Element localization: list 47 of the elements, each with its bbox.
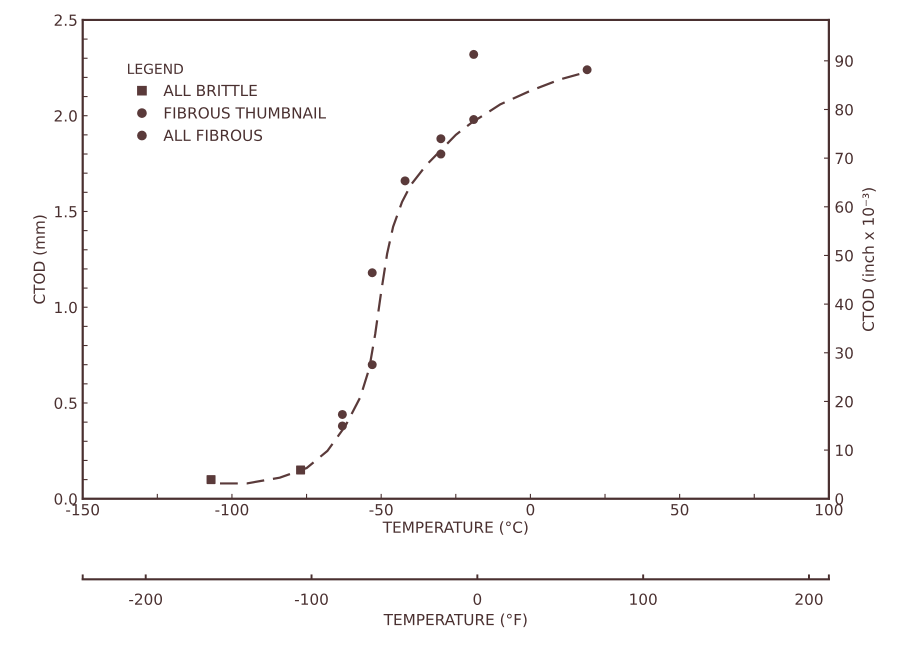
x-tick-label: 100: [816, 504, 842, 516]
point: [582, 65, 592, 74]
y2-tick-label: 0: [835, 493, 844, 505]
y-axis-title: CTOD (mm): [33, 215, 47, 304]
point: [436, 150, 446, 159]
y-tick-label: 0.0: [54, 493, 77, 505]
x2-tick-label: 200: [796, 593, 823, 606]
point: [296, 466, 306, 475]
legend-label: ALL FIBROUS: [163, 130, 262, 142]
y-tick-label: 1.5: [55, 206, 77, 218]
y-tick-label: 1.0: [55, 302, 77, 314]
y2-axis-title: CTOD (inch x 10⁻³): [862, 188, 876, 331]
point: [338, 421, 347, 430]
legend-label: FIBROUS THUMBNAIL: [164, 107, 326, 119]
y2-tick-label: 50: [836, 250, 853, 262]
y2-tick-label: 30: [836, 347, 853, 359]
point: [368, 268, 377, 278]
point: [436, 134, 446, 144]
x-tick-label: -50: [369, 504, 393, 516]
x2-tick-label: 0: [473, 593, 482, 606]
x2-tick-label: -200: [129, 593, 162, 606]
y2-tick-label: 60: [836, 201, 853, 213]
point: [338, 410, 347, 419]
point: [400, 176, 410, 186]
x-tick-label: 50: [671, 504, 688, 516]
y2-tick-label: 20: [836, 396, 853, 408]
x-tick-label: -100: [215, 504, 248, 516]
x-axis-title: TEMPERATURE (°C): [382, 521, 528, 535]
x-tick-label: 0: [526, 504, 534, 516]
y-tick-label: 0.5: [54, 397, 77, 410]
point: [206, 475, 216, 484]
point: [469, 115, 478, 124]
x2-tick-label: 100: [630, 593, 657, 606]
y-tick-label: 2.0: [54, 110, 77, 122]
x2-axis-title: TEMPERATURE (°F): [384, 614, 527, 628]
y2-tick-label: 80: [835, 104, 853, 116]
legend-title: LEGEND: [128, 64, 183, 74]
point: [368, 360, 377, 370]
x-tick-label: -150: [66, 504, 100, 516]
y2-tick-label: 70: [836, 152, 853, 164]
x2-tick-label: -100: [294, 593, 328, 606]
legend-label: ALL BRITTLE: [163, 84, 257, 96]
y2-tick-label: 90: [835, 55, 853, 67]
point: [469, 50, 478, 59]
y2-tick-label: 40: [835, 298, 853, 310]
y-tick-label: 2.5: [54, 14, 77, 26]
y2-tick-label: 10: [836, 444, 853, 456]
